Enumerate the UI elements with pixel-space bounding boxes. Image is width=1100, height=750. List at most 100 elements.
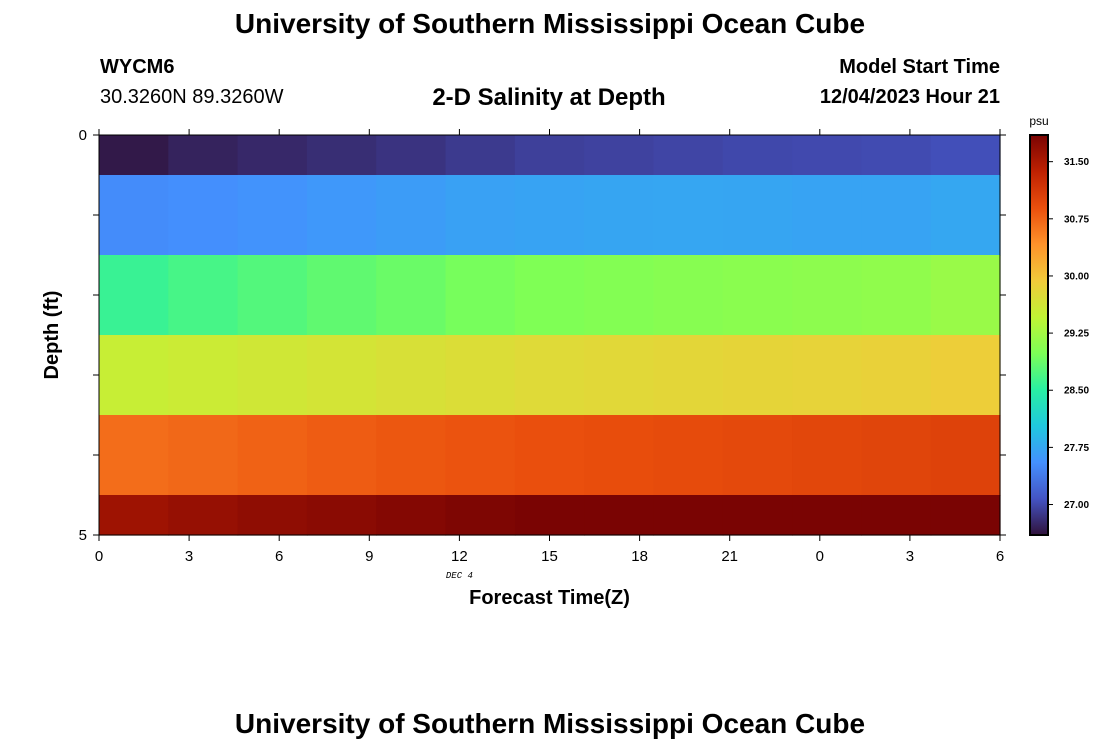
x-tick-label: 6 <box>996 548 1004 565</box>
heatmap-cell <box>584 175 655 256</box>
heatmap-cell <box>445 415 516 496</box>
page-title: University of Southern Mississippi Ocean… <box>234 8 866 39</box>
heatmap-cell <box>306 135 377 176</box>
x-tick-label: 15 <box>541 548 558 565</box>
heatmap-cell <box>653 495 724 536</box>
heatmap-cell <box>168 335 239 416</box>
heatmap-cell <box>792 335 862 416</box>
heatmap-cell <box>653 255 724 336</box>
heatmap-cell <box>306 255 377 336</box>
heatmap-cell <box>584 495 655 536</box>
heatmap-cell <box>930 495 1001 536</box>
plot-subtitle: 2-D Salinity at Depth <box>432 84 666 111</box>
heatmap-cell <box>861 135 932 176</box>
heatmap-cell <box>445 175 516 256</box>
model-start-label: Model Start Time <box>839 56 1000 78</box>
heatmap-cell <box>237 415 308 496</box>
heatmap-cell <box>861 495 932 536</box>
y-axis-title: Depth (ft) <box>41 291 63 380</box>
x-tick-label: 0 <box>95 548 103 565</box>
heatmap-cell <box>376 335 447 416</box>
heatmap-cell <box>99 255 169 336</box>
station-id: WYCM6 <box>100 56 175 78</box>
heatmap-cell <box>168 135 239 176</box>
heatmap-cell <box>792 495 862 536</box>
heatmap-cell <box>722 175 793 256</box>
heatmap-cell <box>99 175 169 256</box>
heatmap-cell <box>861 335 932 416</box>
heatmap-cell <box>168 415 239 496</box>
heatmap-cell <box>376 415 447 496</box>
heatmap-cell <box>237 175 308 256</box>
heatmap-cell <box>306 495 377 536</box>
heatmap-cell <box>237 335 308 416</box>
heatmap-cell <box>376 175 447 256</box>
heatmap-cell <box>514 415 585 496</box>
heatmap-cell <box>514 335 585 416</box>
heatmap-cell <box>99 415 169 496</box>
heatmap-cell <box>445 495 516 536</box>
heatmap-cell <box>376 495 447 536</box>
colorbar-tick-label: 27.75 <box>1064 443 1089 454</box>
heatmap-cell <box>237 135 308 176</box>
heatmap-cell <box>376 255 447 336</box>
heatmap-cell <box>306 415 377 496</box>
y-tick-label: 5 <box>79 527 87 544</box>
heatmap-cell <box>861 255 932 336</box>
x-tick-label: 18 <box>631 548 648 565</box>
station-coordinates: 30.3260N 89.3260W <box>100 86 284 108</box>
heatmap-cell <box>99 335 169 416</box>
heatmap-cell <box>792 255 862 336</box>
heatmap-cell <box>930 415 1001 496</box>
heatmap-cell <box>653 335 724 416</box>
heatmap-cell <box>168 255 239 336</box>
heatmap-cell <box>722 135 793 176</box>
x-tick-label: 6 <box>275 548 283 565</box>
heatmap-cell <box>445 255 516 336</box>
heatmap-cell <box>306 175 377 256</box>
heatmap-cell <box>584 255 655 336</box>
heatmap-cell <box>861 415 932 496</box>
colorbar-unit-label: psu <box>1029 114 1048 128</box>
heatmap-cell <box>792 175 862 256</box>
heatmap-cell <box>168 495 239 536</box>
heatmap-cell <box>445 335 516 416</box>
heatmap-cell <box>376 135 447 176</box>
x-tick-label: 21 <box>721 548 738 565</box>
x-tick-label: 3 <box>185 548 193 565</box>
colorbar <box>1029 134 1049 536</box>
heatmap-cell <box>930 175 1001 256</box>
x-tick-label: 12 <box>451 548 468 565</box>
heatmap-cell <box>514 175 585 256</box>
heatmap-cell <box>722 415 793 496</box>
heatmap-cell <box>99 135 169 176</box>
heatmap-cell <box>722 495 793 536</box>
heatmap-cell <box>653 135 724 176</box>
x-axis-title: Forecast Time(Z) <box>469 587 630 609</box>
model-start-value: 12/04/2023 Hour 21 <box>819 86 1000 108</box>
heatmap-cell <box>653 415 724 496</box>
x-tick-label: 3 <box>906 548 914 565</box>
heatmap-cell <box>930 335 1001 416</box>
heatmap-cell <box>237 255 308 336</box>
y-tick-label: 0 <box>79 127 87 144</box>
heatmap-cell <box>722 335 793 416</box>
colorbar-tick-label: 30.00 <box>1064 271 1089 282</box>
colorbar-tick-label: 28.50 <box>1064 386 1089 397</box>
footer-title: University of Southern Mississippi Ocean… <box>234 708 866 739</box>
date-label: DEC 4 <box>446 571 473 581</box>
heatmap-cell <box>861 175 932 256</box>
heatmap-cell <box>445 135 516 176</box>
heatmap-cell <box>792 415 862 496</box>
colorbar-tick-label: 31.50 <box>1064 157 1089 168</box>
heatmap-cell <box>168 175 239 256</box>
x-tick-label: 0 <box>816 548 824 565</box>
heatmap-cell <box>514 135 585 176</box>
heatmap-cell <box>237 495 308 536</box>
heatmap-cell <box>584 135 655 176</box>
heatmap-cells <box>99 135 1001 536</box>
heatmap-cell <box>930 135 1001 176</box>
heatmap-cell <box>653 175 724 256</box>
heatmap-cell <box>99 495 169 536</box>
